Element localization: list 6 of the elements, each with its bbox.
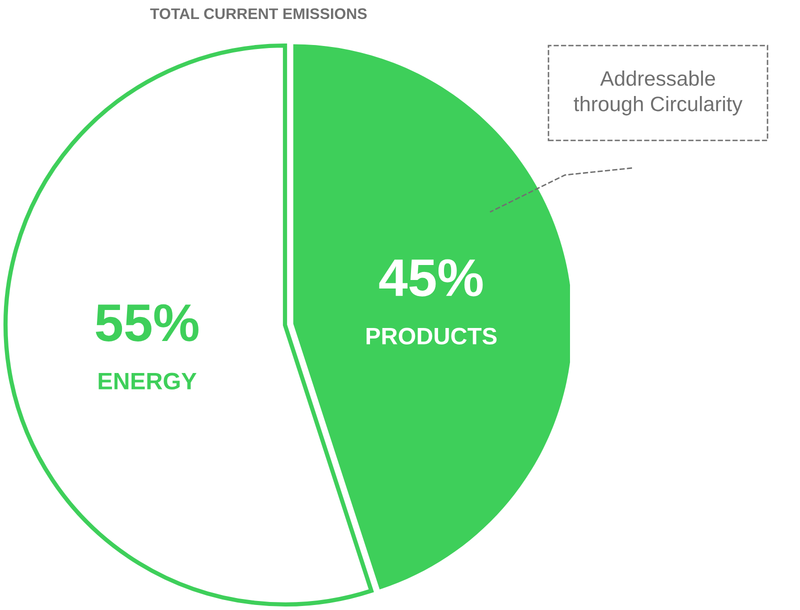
data-label: 45% [379,259,483,296]
text: Addressable through Circularity [574,70,742,116]
data-label: 55% [96,304,198,342]
slice-label: PRODUCTS [366,328,497,344]
chart-title: TOTAL CURRENT EMISSIONS [150,8,367,20]
slice-label: ENERGY [98,372,196,390]
